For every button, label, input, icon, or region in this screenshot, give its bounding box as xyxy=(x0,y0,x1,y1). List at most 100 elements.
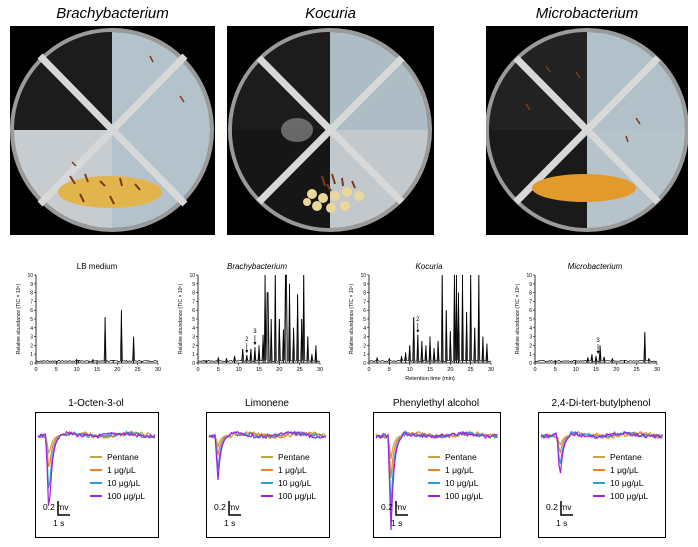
scale-time-label: 1 s xyxy=(556,518,567,528)
scale-bar xyxy=(228,501,241,516)
eag-panel-di-tert-butylphenol: Pentane 1 μg/μL 10 μg/μL 100 μg/μL 0.2 mv 1 s xyxy=(538,412,666,538)
y-tick-label: 7 xyxy=(363,299,366,305)
legend-label: 100 μg/μL xyxy=(610,491,648,501)
eag-traces: Pentane 1 μg/μL 10 μg/μL 100 μg/μL 0.2 mv 1 s xyxy=(208,430,327,528)
x-tick-label: 25 xyxy=(468,367,474,373)
legend-label: 1 μg/μL xyxy=(278,465,307,475)
annotation-label: 2 xyxy=(416,317,420,323)
y-tick-label: 8 xyxy=(363,291,366,297)
scale-bar xyxy=(57,501,70,516)
eag-title-phenylethyl-alcohol: Phenylethyl alcohol xyxy=(392,398,480,409)
eag-title-di-tert-butylphenol: 2,4-Di-tert-butylphenol xyxy=(551,398,651,409)
y-tick-label: 2 xyxy=(30,343,33,349)
y-tick-label: 5 xyxy=(192,317,195,323)
legend-label: Pentane xyxy=(278,452,310,462)
eag-title-limonene: Limonene xyxy=(245,398,289,409)
y-tick-label: 1 xyxy=(30,352,33,358)
y-tick-label: 1 xyxy=(363,352,366,358)
photo-title-brachybacterium: Brachybacterium xyxy=(56,5,169,22)
scale-time-label: 1 s xyxy=(391,518,402,528)
scale-voltage-label: 0.2 mv xyxy=(546,502,572,512)
eag-panel-limonene: Pentane 1 μg/μL 10 μg/μL 100 μg/μL 0.2 mv 1 s xyxy=(206,412,330,538)
x-tick-label: 20 xyxy=(613,367,619,373)
y-tick-label: 4 xyxy=(30,326,33,332)
x-tick-label: 30 xyxy=(488,367,494,373)
y-tick-label: 0 xyxy=(529,361,532,367)
x-tick-label: 30 xyxy=(317,367,323,373)
y-tick-label: 3 xyxy=(30,335,33,341)
legend-label: 10 μg/μL xyxy=(278,478,312,488)
chromatogram-kocuria: 0 1 2 3 4 5 6 7 8 9 10 0 5 10 15 20 25 30 Relative abundan… xyxy=(349,273,494,382)
legend-label: 10 μg/μL xyxy=(445,478,479,488)
y-tick-label: 0 xyxy=(30,361,33,367)
annotation-label: 3 xyxy=(253,329,257,335)
y-tick-label: 2 xyxy=(192,343,195,349)
y-axis-label: Relative abundance (TIC × 10⁵) xyxy=(515,284,521,355)
y-axis-label: Relative abundance (TIC × 10⁵) xyxy=(16,284,22,355)
x-tick-label: 10 xyxy=(74,367,80,373)
petri-dish-photo-kocuria xyxy=(227,26,434,235)
y-axis-label: Relative abundance (TIC × 10⁵) xyxy=(178,284,184,355)
legend-label: 10 μg/μL xyxy=(610,478,644,488)
x-tick-label: 0 xyxy=(196,367,199,373)
x-tick-label: 5 xyxy=(554,367,557,373)
x-tick-label: 15 xyxy=(94,367,100,373)
legend-label: Pentane xyxy=(445,452,477,462)
eag-traces: Pentane 1 μg/μL 10 μg/μL 100 μg/μL 0.2 mv 1 s xyxy=(540,430,663,528)
x-tick-label: 5 xyxy=(55,367,58,373)
y-tick-label: 8 xyxy=(30,291,33,297)
x-tick-label: 25 xyxy=(634,367,640,373)
legend-label: Pentane xyxy=(107,452,139,462)
y-tick-label: 3 xyxy=(192,335,195,341)
annotation-arrowhead xyxy=(253,342,257,346)
x-tick-label: 30 xyxy=(155,367,161,373)
scale-time-label: 1 s xyxy=(53,518,64,528)
x-tick-label: 10 xyxy=(573,367,579,373)
y-tick-label: 9 xyxy=(363,282,366,288)
y-tick-label: 4 xyxy=(529,326,532,332)
chart-title-lb-medium: LB medium xyxy=(76,262,118,271)
legend-label: 100 μg/μL xyxy=(107,491,145,501)
eag-trace xyxy=(37,430,156,506)
y-tick-label: 7 xyxy=(529,299,532,305)
y-tick-label: 2 xyxy=(363,343,366,349)
photo-title-microbacterium: Microbacterium xyxy=(535,5,639,22)
y-tick-label: 2 xyxy=(529,343,532,349)
y-tick-label: 10 xyxy=(27,273,33,279)
legend-label: 1 μg/μL xyxy=(445,465,474,475)
eag-trace xyxy=(540,431,663,446)
y-tick-label: 10 xyxy=(189,273,195,279)
chromatogram-microbacterium: 0 1 2 3 4 5 6 7 8 9 10 0 5 10 15 20 25 30 Relative abundan… xyxy=(515,273,660,373)
y-tick-label: 0 xyxy=(192,361,195,367)
y-tick-label: 9 xyxy=(529,282,532,288)
y-tick-label: 8 xyxy=(529,291,532,297)
y-tick-label: 6 xyxy=(192,308,195,314)
y-axis-label: Relative abundance (TIC × 10⁵) xyxy=(349,284,355,355)
eag-traces: Pentane 1 μg/μL 10 μg/μL 100 μg/μL 0.2 mv 1 s xyxy=(375,430,499,531)
annotation-label: 2 xyxy=(245,337,249,343)
y-tick-label: 6 xyxy=(30,308,33,314)
eag-panel-phenylethyl-alcohol: Pentane 1 μg/μL 10 μg/μL 100 μg/μL 0.2 mv 1 s xyxy=(373,412,501,538)
x-tick-label: 10 xyxy=(236,367,242,373)
y-tick-label: 4 xyxy=(363,326,366,332)
scale-voltage-label: 0.2 mv xyxy=(43,502,69,512)
y-tick-label: 3 xyxy=(363,335,366,341)
y-tick-label: 6 xyxy=(529,308,532,314)
x-tick-label: 25 xyxy=(297,367,303,373)
legend-label: 1 μg/μL xyxy=(107,465,136,475)
petri-dish-photo-microbacterium xyxy=(486,26,688,235)
y-tick-label: 3 xyxy=(529,335,532,341)
annotation-arrowhead xyxy=(416,329,420,333)
y-tick-label: 7 xyxy=(192,299,195,305)
y-tick-label: 10 xyxy=(526,273,532,279)
eag-trace xyxy=(540,430,663,464)
legend-label: 100 μg/μL xyxy=(445,491,483,501)
scale-voltage-label: 0.2 mv xyxy=(381,502,407,512)
y-tick-label: 0 xyxy=(363,361,366,367)
eag-trace xyxy=(540,430,663,474)
scale-bar xyxy=(560,501,573,516)
y-tick-label: 1 xyxy=(192,352,195,358)
y-tick-label: 6 xyxy=(363,308,366,314)
eag-trace xyxy=(37,430,156,455)
